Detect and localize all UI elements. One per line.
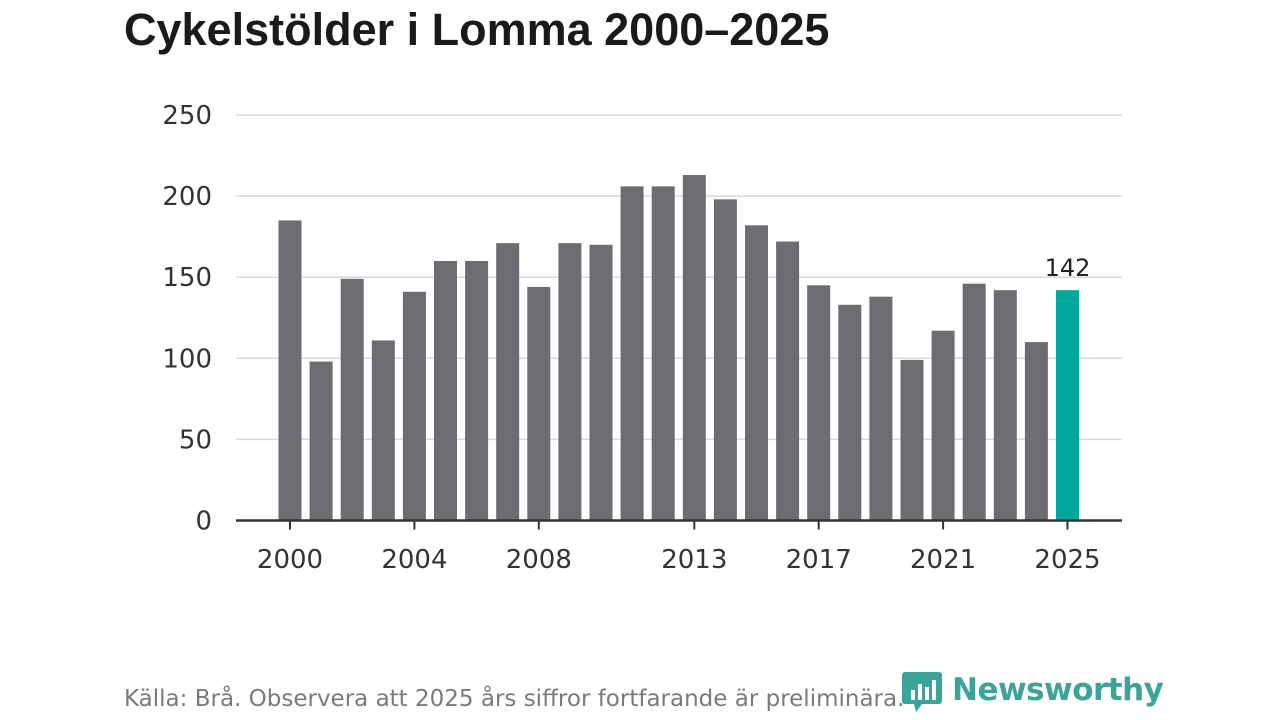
bar-2022 <box>962 283 986 521</box>
bar-2002 <box>340 278 364 521</box>
bar-2014 <box>713 199 737 521</box>
bar-2003 <box>371 340 395 521</box>
x-tick-label: 2004 <box>381 545 447 575</box>
bar-2013 <box>682 175 706 521</box>
bar-2017 <box>807 285 831 521</box>
y-tick-label: 50 <box>179 425 212 455</box>
source-note: Källa: Brå. Observera att 2025 års siffr… <box>124 686 905 712</box>
newsworthy-logo-icon <box>902 672 942 712</box>
y-tick-label: 200 <box>162 182 212 212</box>
bar-2006 <box>465 260 489 521</box>
bar-2011 <box>620 186 644 521</box>
brand-logo: Newsworthy <box>900 668 1164 712</box>
bar-2009 <box>558 243 582 521</box>
bar-2000 <box>278 220 302 521</box>
data-labels: 142 <box>1045 254 1091 282</box>
x-tick-label: 2025 <box>1034 545 1100 575</box>
bar-2018 <box>838 304 862 521</box>
bar-2024 <box>1024 342 1048 521</box>
x-tick-label: 2013 <box>661 545 727 575</box>
y-tick-label: 100 <box>162 344 212 374</box>
bar-2010 <box>589 244 613 521</box>
x-tick-label: 2000 <box>257 545 323 575</box>
bar-2021 <box>931 330 955 521</box>
brand-name: Newsworthy <box>952 672 1164 708</box>
bars <box>278 175 1079 521</box>
y-tick-label: 150 <box>162 263 212 293</box>
y-tick-label: 250 <box>162 101 212 131</box>
axes: 0 50 100 150 200 250 2000 2004 2008 2013 2017 2021 2… <box>162 101 1122 575</box>
chart-title: Cykelstölder i Lomma 2000–2025 <box>124 4 830 55</box>
bar-2016 <box>776 241 800 521</box>
data-label: 142 <box>1045 254 1091 282</box>
bar-2004 <box>402 291 426 521</box>
bar-2023 <box>993 290 1017 521</box>
bar-2019 <box>869 296 893 521</box>
gridlines <box>236 114 1122 441</box>
x-tick-label: 2017 <box>786 545 852 575</box>
bar-2008 <box>527 286 551 521</box>
y-tick-label: 0 <box>195 507 212 537</box>
bar-2012 <box>651 186 675 521</box>
bar-2001 <box>309 361 333 521</box>
x-tick-label: 2008 <box>506 545 572 575</box>
bar-2020 <box>900 359 924 521</box>
bar-2025 <box>1056 290 1079 521</box>
bar-2015 <box>745 225 768 521</box>
bar-2007 <box>496 243 520 521</box>
x-tick-label: 2021 <box>910 545 976 575</box>
bar-2005 <box>434 260 457 521</box>
